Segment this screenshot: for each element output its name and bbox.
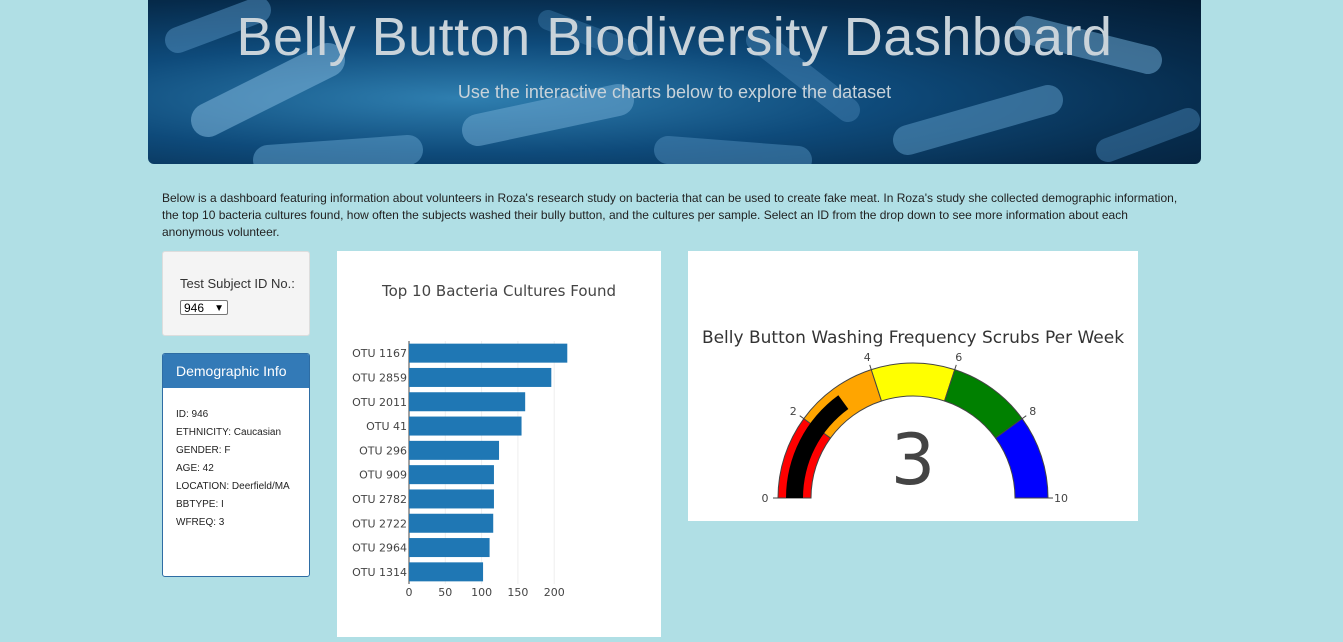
gauge-tick-label: 0: [762, 492, 769, 505]
gauge-tick-label: 4: [864, 351, 871, 364]
x-tick-label: 200: [544, 586, 565, 599]
bar: [409, 538, 490, 558]
gauge-tick: [869, 364, 872, 370]
bacteria-background-image: [165, 0, 1200, 164]
subject-id-value: 946: [184, 301, 205, 315]
demographic-info-panel: Demographic Info ID: 946 ETHNICITY: Cauc…: [162, 353, 310, 577]
x-tick-label: 100: [471, 586, 492, 599]
demographic-info-list: ID: 946 ETHNICITY: Caucasian GENDER: F A…: [163, 388, 309, 528]
demographic-ethnicity: ETHNICITY: Caucasian: [176, 427, 282, 438]
demographic-age: AGE: 42: [176, 463, 214, 474]
y-tick-label: OTU 41: [366, 420, 407, 433]
y-tick-label: OTU 2011: [352, 396, 407, 409]
gauge-tick: [954, 364, 957, 370]
gauge-band: [994, 417, 1049, 499]
y-tick-label: OTU 2859: [352, 371, 407, 384]
bar: [409, 416, 522, 436]
demographic-gender: GENDER: F: [176, 445, 231, 456]
bar: [409, 465, 494, 485]
demographic-info-title: Demographic Info: [163, 354, 309, 388]
bar: [409, 392, 526, 412]
bar: [409, 440, 500, 460]
y-tick-label: OTU 1314: [352, 566, 407, 579]
gauge-tick-label: 10: [1054, 492, 1068, 505]
subject-id-label: Test Subject ID No.:: [180, 276, 295, 291]
bar: [409, 367, 552, 387]
gauge-value-bar: [786, 395, 849, 498]
gauge-title: Belly Button Washing Frequency Scrubs Pe…: [702, 328, 1124, 348]
gauge-tick-label: 8: [1029, 405, 1036, 418]
bar-chart-panel: Top 10 Bacteria Cultures Found 0 50 100 150 2…: [337, 251, 661, 637]
x-tick-label: 50: [438, 586, 452, 599]
subject-selector-panel: Test Subject ID No.: 946 ▼: [162, 251, 310, 336]
bar: [409, 562, 484, 582]
y-tick-label: OTU 2722: [352, 517, 407, 530]
y-tick-label: OTU 909: [359, 469, 407, 482]
demographic-id: ID: 946: [176, 409, 209, 420]
bar-chart-title: Top 10 Bacteria Cultures Found: [381, 282, 616, 300]
gauge-band: [870, 362, 956, 402]
x-tick-label: 0: [406, 586, 413, 599]
y-tick-label: OTU 2782: [352, 493, 407, 506]
demographic-location: LOCATION: Deerfield/MA: [176, 481, 290, 492]
gauge-value-number: 3: [891, 419, 936, 501]
gauge-tick: [799, 415, 805, 420]
bar: [409, 489, 494, 509]
chevron-down-icon: ▼: [214, 303, 224, 314]
demographic-bbtype: BBTYPE: I: [176, 499, 224, 510]
gauge-tick: [1021, 415, 1027, 420]
gauge-tick-label: 2: [790, 405, 797, 418]
y-tick-label: OTU 2964: [352, 542, 407, 555]
bar-chart[interactable]: Top 10 Bacteria Cultures Found 0 50 100 150 2…: [337, 251, 661, 637]
gauge-chart[interactable]: Belly Button Washing Frequency Scrubs Pe…: [688, 251, 1138, 521]
subject-id-dropdown[interactable]: 946 ▼: [180, 300, 228, 315]
header-banner: Belly Button Biodiversity Dashboard Use …: [148, 0, 1201, 164]
bar: [409, 513, 494, 533]
intro-text: Below is a dashboard featuring informati…: [162, 191, 1178, 239]
gauge-tick-label: 6: [955, 351, 962, 364]
page-subtitle: Use the interactive charts below to expl…: [457, 82, 892, 102]
page-title: Belly Button Biodiversity Dashboard: [236, 7, 1113, 67]
gauge-chart-panel: Belly Button Washing Frequency Scrubs Pe…: [688, 251, 1138, 521]
demographic-wfreq: WFREQ: 3: [176, 517, 225, 528]
y-tick-label: OTU 296: [359, 444, 407, 457]
x-tick-label: 150: [507, 586, 528, 599]
bar: [409, 343, 568, 363]
y-tick-label: OTU 1167: [352, 347, 407, 360]
